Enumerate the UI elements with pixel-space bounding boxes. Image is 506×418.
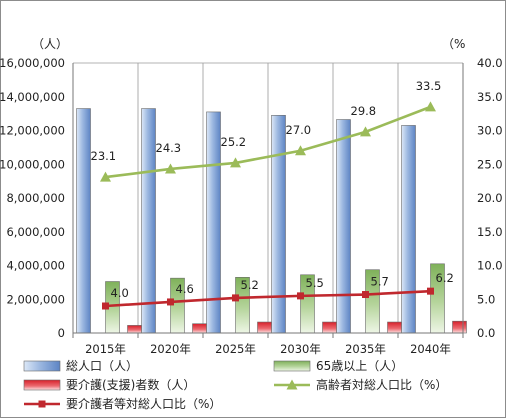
data-label-elderly-ratio: 25.2 [221,135,247,149]
legend: 総人口（人） 65歳以上（人） 要介護(支援)者数（人） 高齢者対総人口比（%） 要介護… [23,359,447,411]
x-tick-label: 2040年 [410,342,451,356]
marker-care-ratio [167,298,174,306]
marker-elderly-ratio [360,126,371,137]
bar-care-recipients [387,321,402,334]
data-label-care-ratio: 6.2 [436,271,454,285]
legend-elderly-ratio-marker [286,379,298,390]
bars [76,108,467,334]
legend-care-recipients-swatch [23,379,61,391]
marker-elderly-ratio [230,157,241,168]
data-label-elderly-ratio: 23.1 [91,149,117,163]
lines [100,101,436,310]
x-tick-label: 2035年 [345,342,386,356]
data-label-care-ratio: 4.0 [111,286,129,300]
y-tick-label-left: 10,000,000 [0,157,65,171]
y-tick-label-right: 20.0 [477,191,503,205]
legend-age65-plus-label: 65歳以上（人） [316,359,403,373]
bar-total-population [76,108,91,334]
line-care-ratio [105,289,431,308]
legend-age65-plus-swatch [273,360,311,372]
y-tick-label-right: 0.0 [477,326,495,340]
x-tick-label: 2015年 [85,342,126,356]
y-tick-label-left: 12,000,000 [0,124,65,138]
legend-elderly-ratio-label: 高齢者対総人口比（%） [316,377,447,392]
bar-total-population [271,115,286,334]
line-elderly-ratio [105,105,431,179]
y-axis-unit-right: （% [442,37,465,51]
bar-total-population [336,119,351,334]
bar-care-recipients [257,321,272,334]
axes [72,63,464,338]
marker-care-ratio [362,291,369,299]
y-tick-label-right: 40.0 [477,56,503,70]
data-label-elderly-ratio: 33.5 [416,79,442,93]
data-label-care-ratio: 4.6 [176,282,194,296]
marker-care-ratio [297,292,304,300]
legend-care-recipients-label: 要介護(支援)者数（人） [66,377,195,392]
y-tick-label-left: 8,000,000 [6,191,65,205]
y-tick-label-left: 0 [58,326,65,340]
marker-elderly-ratio [165,163,176,174]
y-tick-label-left: 14,000,000 [0,90,65,104]
bar-total-population [141,108,156,334]
y-tick-label-left: 6,000,000 [6,225,65,239]
y-tick-label-left: 2,000,000 [6,292,65,306]
legend-care-ratio-label: 要介護者等対総人口比（%） [66,396,221,411]
marker-elderly-ratio [425,101,436,112]
x-tick-label: 2020年 [150,342,191,356]
y-tick-label-left: 16,000,000 [0,56,65,70]
data-label-care-ratio: 5.2 [241,278,259,292]
marker-elderly-ratio [100,171,111,182]
y-tick-label-right: 35.0 [477,90,503,104]
marker-care-ratio [102,302,109,310]
y-tick-label-right: 15.0 [477,225,503,239]
bar-care-recipients [127,325,142,334]
x-tick-label: 2030年 [280,342,321,356]
data-labels: 23.1 24.3 25.2 27.0 29.8 33.5 4.0 4.6 5.2 5.5 5.7 6… [91,79,454,300]
data-label-care-ratio: 5.7 [371,275,389,289]
bar-care-recipients [452,320,467,334]
bar-care-recipients [192,323,207,334]
x-tick-label: 2025年 [215,342,256,356]
y-tick-label-right: 30.0 [477,124,503,138]
marker-care-ratio [232,294,239,302]
data-label-care-ratio: 5.5 [306,276,324,290]
y-tick-label-right: 10.0 [477,259,503,273]
legend-total-population-swatch [23,360,61,372]
legend-care-ratio-marker [38,400,46,408]
tick-labels: 0 2,000,000 4,000,000 6,000,000 8,000,000 10,… [0,37,503,356]
y-axis-unit-left: （人） [32,37,68,51]
bar-care-recipients [322,321,337,334]
bar-total-population [401,125,416,334]
marker-care-ratio [427,287,434,295]
data-label-elderly-ratio: 27.0 [286,123,312,137]
data-label-elderly-ratio: 24.3 [156,141,182,155]
legend-total-population-label: 総人口（人） [66,359,138,373]
y-tick-label-left: 4,000,000 [6,259,65,273]
marker-elderly-ratio [295,145,306,156]
data-label-elderly-ratio: 29.8 [351,104,377,118]
y-tick-label-right: 25.0 [477,157,503,171]
y-tick-label-right: 5.0 [477,292,495,306]
